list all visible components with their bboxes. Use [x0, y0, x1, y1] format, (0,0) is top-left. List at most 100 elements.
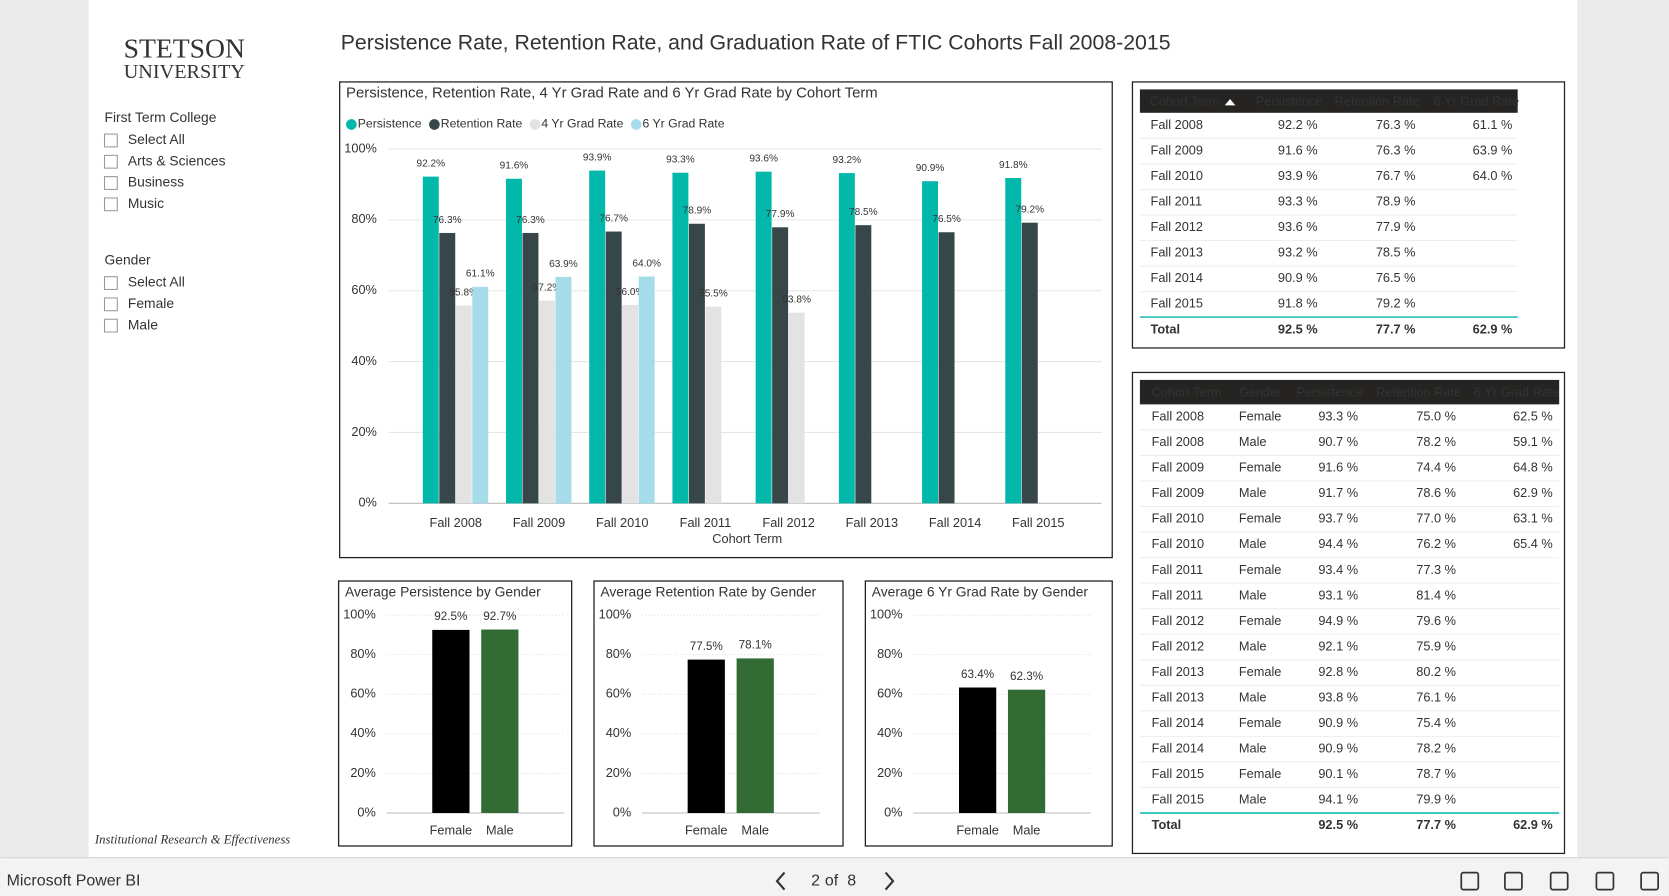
column-header[interactable]: Retention Rate: [1376, 385, 1461, 400]
share-icon[interactable]: [1640, 871, 1659, 891]
table-cell: Fall 2009: [1151, 142, 1203, 157]
table-cell: 76.3 %: [1376, 117, 1416, 132]
legend-label: Retention Rate: [441, 117, 523, 131]
share-icon[interactable]: [1460, 871, 1480, 891]
table-cell: Fall 2014: [1151, 270, 1203, 285]
table-cell: Male: [1239, 741, 1267, 756]
table-cell: 90.9 %: [1278, 270, 1318, 285]
table-cell: Fall 2012: [1152, 638, 1204, 653]
table-cell: Fall 2014: [1152, 715, 1204, 730]
slicer-checkbox[interactable]: [103, 133, 118, 148]
table-cell: 79.2 %: [1376, 296, 1416, 311]
y-tick-label: 80%: [351, 211, 377, 226]
bar: [855, 225, 872, 504]
legend-swatch[interactable]: [630, 119, 642, 130]
slicer-checkbox[interactable]: [103, 176, 118, 190]
data-label: 76.3%: [516, 215, 545, 226]
share-icon[interactable]: [1595, 871, 1615, 891]
total-cell: Total: [1152, 817, 1182, 832]
slicer-checkbox[interactable]: [103, 297, 118, 312]
slicer-checkbox[interactable]: [103, 276, 118, 290]
table-cell: 78.2 %: [1416, 741, 1456, 756]
slicer-title: Gender: [105, 251, 152, 267]
table-cell: Male: [1239, 536, 1267, 551]
share-icon[interactable]: [1549, 871, 1569, 891]
table-cell: 93.1 %: [1318, 587, 1358, 602]
table-cell: 80.2 %: [1416, 664, 1456, 679]
column-header[interactable]: 6 Yr Grad Rate: [1474, 385, 1560, 400]
slicer-checkbox[interactable]: [103, 154, 118, 169]
page-total: 8: [847, 872, 856, 889]
column-header[interactable]: Persistence: [1256, 94, 1323, 109]
x-tick-label: Fall 2015: [1012, 515, 1064, 530]
prev-page[interactable]: [775, 871, 786, 891]
slicer-option: Select All: [128, 131, 185, 147]
data-label: 78.5%: [849, 207, 878, 218]
legend-label: Persistence: [358, 117, 422, 131]
slicer-option: Arts & Sciences: [128, 152, 226, 168]
y-tick-label: 100%: [344, 140, 377, 155]
slicer-checkbox[interactable]: [103, 197, 118, 212]
slicer-checkbox[interactable]: [103, 318, 118, 333]
data-label: 62.3%: [1010, 670, 1043, 683]
table-cell: Fall 2009: [1152, 485, 1204, 500]
bar: [736, 658, 774, 813]
x-tick-label: Fall 2012: [762, 515, 814, 530]
bar: [922, 181, 939, 504]
legend-swatch[interactable]: [529, 119, 541, 130]
table-cell: 62.9 %: [1513, 485, 1553, 500]
column-header[interactable]: Cohort Term: [1152, 385, 1222, 400]
table-header: [1139, 379, 1560, 405]
table-cell: 64.0 %: [1473, 168, 1513, 183]
column-header[interactable]: 6 Yr Grad Rate: [1434, 94, 1520, 109]
x-tick-label: Fall 2011: [680, 515, 732, 530]
bar: [538, 300, 555, 504]
table-cell: Fall 2011: [1152, 562, 1204, 577]
bar: [938, 232, 955, 504]
bar: [605, 231, 622, 504]
bar: [1007, 689, 1046, 813]
total-cell: 77.7 %: [1376, 321, 1416, 336]
table-cell: Fall 2010: [1152, 511, 1204, 526]
chart-title: Average 6 Yr Grad Rate by Gender: [872, 583, 1089, 599]
report-title: Persistence Rate, Retention Rate, and Gr…: [341, 30, 1171, 54]
visual-border: [1131, 371, 1566, 855]
legend-label: 4 Yr Grad Rate: [541, 117, 623, 131]
table-cell: 75.4 %: [1416, 715, 1456, 730]
column-header[interactable]: Cohort Term: [1149, 94, 1219, 109]
slicer-title: First Term College: [105, 109, 217, 125]
table-cell: Male: [1239, 485, 1267, 500]
visual-border: [339, 81, 1113, 559]
column-header[interactable]: Retention Rate: [1335, 94, 1420, 109]
data-label: 93.6%: [749, 154, 778, 165]
x-tick-label: Fall 2009: [513, 515, 565, 530]
share-icon[interactable]: [1504, 871, 1523, 891]
table-cell: Female: [1239, 511, 1282, 526]
data-label: 77.5%: [690, 640, 723, 653]
data-label: 93.3%: [666, 155, 695, 166]
y-tick-label: 40%: [351, 353, 377, 368]
x-tick-label: Fall 2010: [596, 515, 648, 530]
y-tick-label: 80%: [350, 646, 376, 661]
table-cell: 78.7 %: [1416, 766, 1456, 781]
table-cell: 62.5 %: [1513, 409, 1553, 424]
x-tick-label: Female: [430, 822, 473, 837]
table-cell: Fall 2015: [1152, 766, 1204, 781]
table-cell: 91.6 %: [1278, 142, 1318, 157]
table-cell: Fall 2010: [1152, 536, 1204, 551]
column-header[interactable]: Gender: [1239, 385, 1282, 400]
table-cell: Fall 2009: [1152, 460, 1204, 475]
y-tick-label: 20%: [877, 765, 903, 780]
data-label: 64.0%: [632, 258, 661, 269]
column-header[interactable]: Persistence: [1296, 385, 1363, 400]
legend-swatch[interactable]: [346, 119, 357, 130]
table-cell: 91.6 %: [1318, 460, 1358, 475]
next-page[interactable]: [884, 871, 895, 891]
table-cell: 92.8 %: [1318, 664, 1358, 679]
bar: [1021, 222, 1038, 504]
data-label: 63.9%: [549, 259, 578, 270]
bar: [622, 304, 639, 504]
y-tick-label: 20%: [350, 765, 376, 780]
legend-swatch[interactable]: [429, 119, 440, 130]
table-cell: 93.6 %: [1278, 219, 1318, 234]
